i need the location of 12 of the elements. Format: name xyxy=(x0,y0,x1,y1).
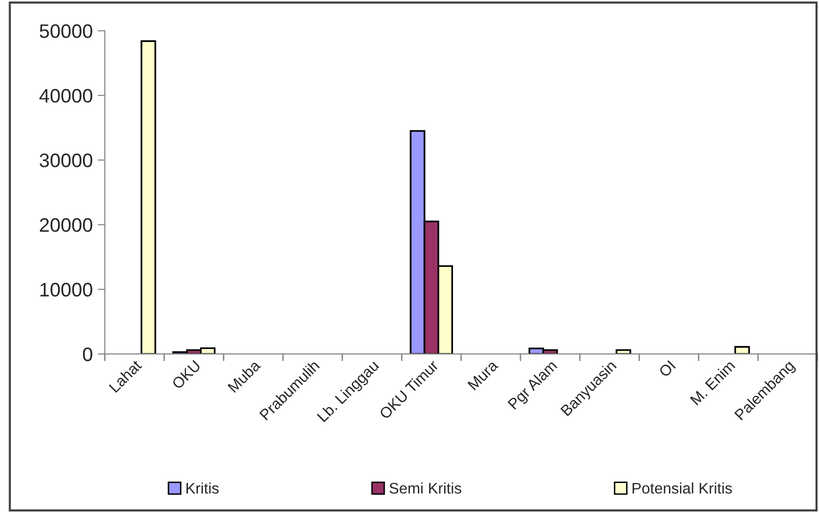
bar xyxy=(734,346,750,354)
y-tick-label: 50000 xyxy=(40,24,92,38)
legend-label: Kritis xyxy=(186,482,219,494)
legend-label: Potensial Kritis xyxy=(632,482,732,494)
y-tick-label: 20000 xyxy=(40,218,92,232)
y-tick-label: 0 xyxy=(82,347,92,362)
bar xyxy=(140,40,156,354)
y-tick-label: 30000 xyxy=(40,154,92,168)
x-tick-label: OI xyxy=(658,360,676,378)
y-tick-label: 10000 xyxy=(40,282,92,297)
legend-label: Semi Kritis xyxy=(390,482,462,494)
y-tick-label: 40000 xyxy=(39,88,92,103)
